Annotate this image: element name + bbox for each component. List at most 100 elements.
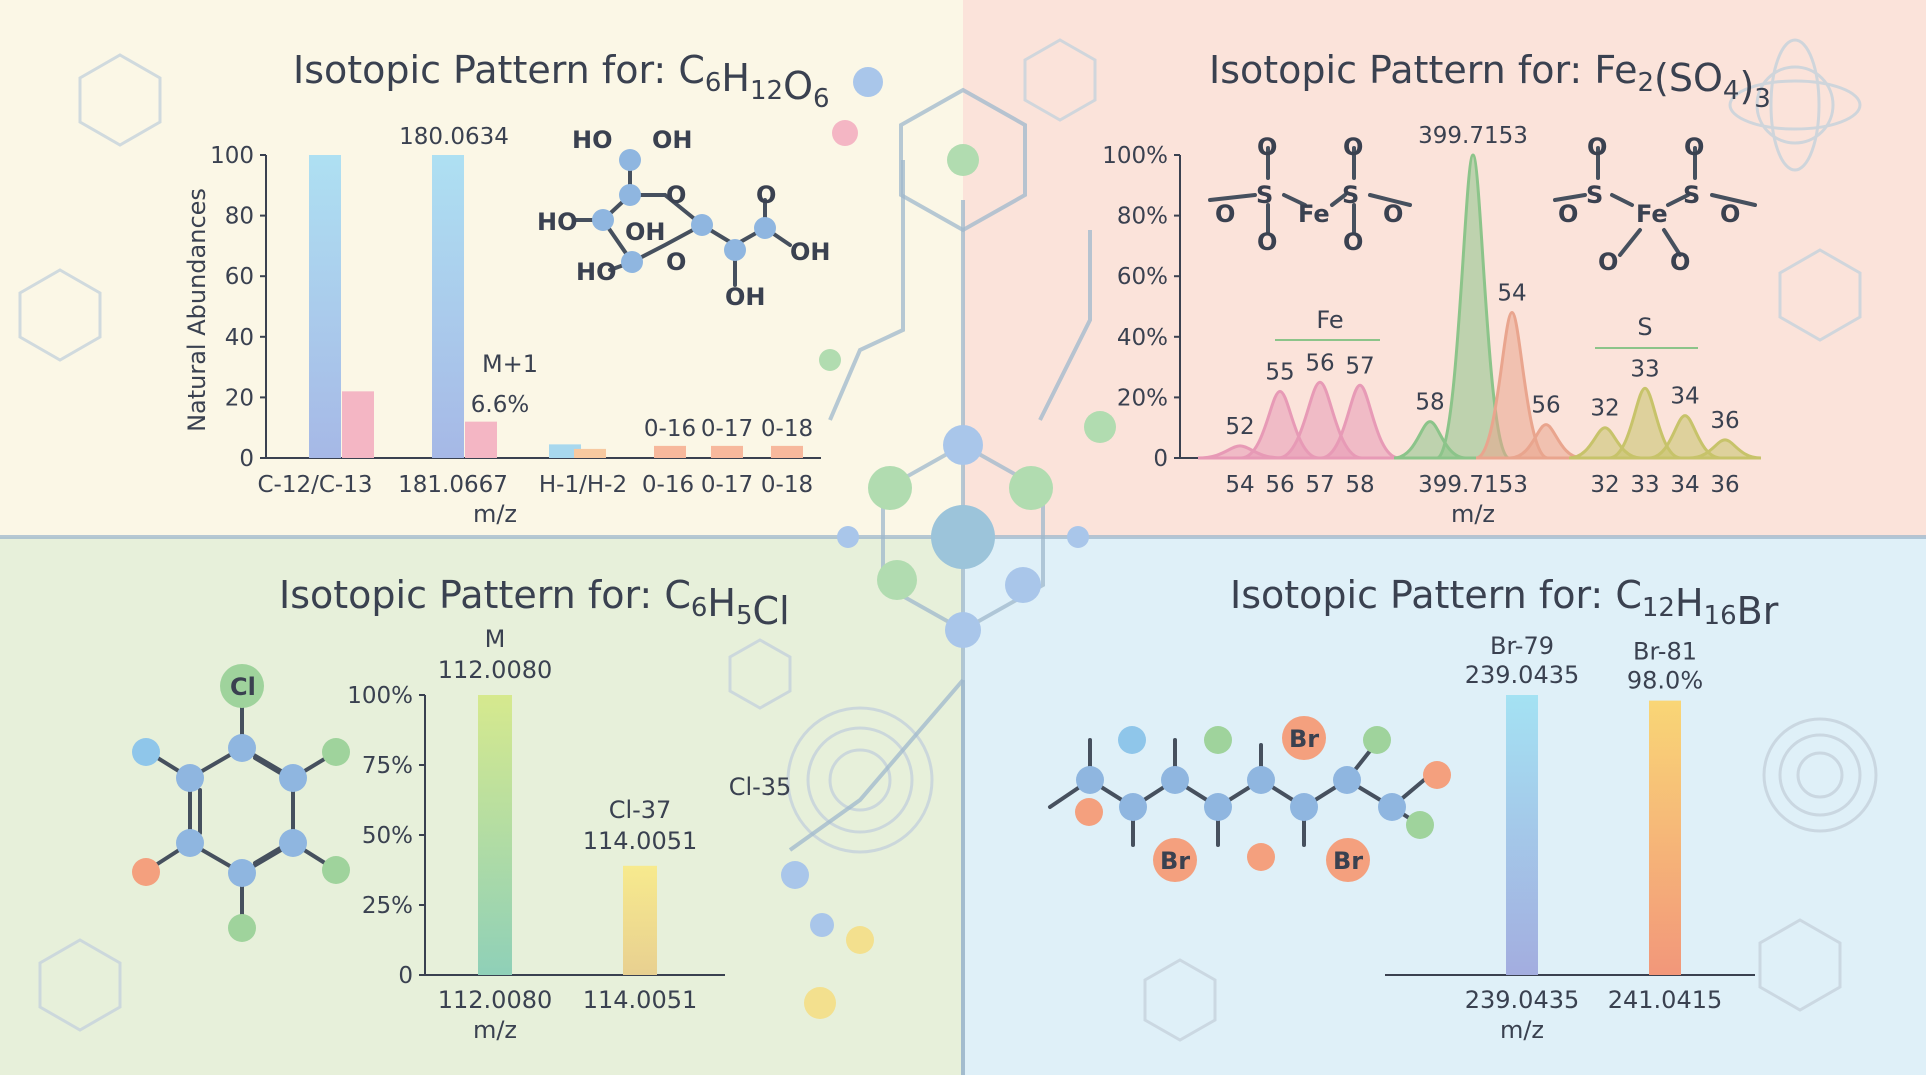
atom-node: [176, 829, 204, 857]
y-tick-label: 0: [1153, 446, 1168, 472]
atom-node: [1247, 766, 1275, 794]
bar-data-label: 0-16: [644, 416, 696, 442]
x-tick-label: 241.0415: [1608, 986, 1723, 1014]
atom-node: [1204, 726, 1232, 754]
bar: [623, 865, 657, 975]
atom-label: Fe: [1636, 200, 1668, 228]
formula-subscript: 12: [1642, 593, 1675, 623]
atom-label: O: [1343, 133, 1363, 161]
bar: [574, 448, 606, 458]
x-axis-label: m/z: [1451, 500, 1495, 528]
deco-node: [832, 120, 858, 146]
atom-label: O: [1257, 133, 1277, 161]
atom-node: [1247, 843, 1275, 871]
atom-label: S: [1683, 181, 1700, 209]
atom-node: [724, 239, 746, 261]
deco-node: [1084, 411, 1116, 443]
title-prefix: Isotopic Pattern for:: [293, 48, 678, 92]
y-tick-label: 25%: [362, 893, 413, 919]
bar-data-label: M+1: [482, 350, 538, 378]
atom-label: O: [756, 181, 776, 209]
atom-label: O: [666, 248, 686, 276]
atom-node: [322, 856, 350, 884]
bar: [1649, 700, 1681, 975]
y-tick-label: 0: [239, 446, 254, 472]
peak-label: 56: [1305, 350, 1334, 376]
bar: [342, 391, 374, 458]
atom-node: [592, 209, 614, 231]
x-axis-label: m/z: [1500, 1016, 1544, 1044]
panel-3-title: Isotopic Pattern for: C6H5Cl: [279, 573, 790, 633]
x-tick-label: 114.0051: [583, 986, 698, 1014]
bar-data-label: M: [485, 625, 506, 653]
formula-part: C: [1615, 573, 1642, 617]
peak-label: 54: [1497, 281, 1526, 307]
formula-part: H: [721, 56, 750, 100]
formula-part: (SO: [1654, 56, 1723, 100]
peak-label: 36: [1710, 408, 1739, 434]
formula-part: ): [1739, 64, 1754, 108]
atom-label: O: [1670, 248, 1690, 276]
peak-label: 34: [1670, 384, 1699, 410]
atom-label: O: [1383, 200, 1403, 228]
deco-node: [945, 612, 981, 648]
deco-node: [1009, 466, 1053, 510]
atom-node: [621, 251, 643, 273]
y-tick-label: 0: [398, 963, 413, 989]
y-tick-label: 50%: [362, 823, 413, 849]
bar: [465, 421, 497, 458]
bar-data-label: Br-81: [1633, 638, 1697, 666]
peak-label: 56: [1531, 393, 1560, 419]
formula-subscript: 6: [705, 68, 722, 98]
formula-subscript: 5: [736, 601, 753, 631]
bar-data-label: 0-18: [761, 416, 813, 442]
deco-node: [943, 425, 983, 465]
x-tick-label: 56: [1265, 472, 1294, 498]
deco-node: [804, 987, 836, 1019]
formula-part: H: [1675, 581, 1704, 625]
atom-label: HO: [576, 258, 617, 286]
bar: [1506, 695, 1538, 975]
y-tick-label: 60: [225, 264, 254, 290]
panel-3-molecule: Cl: [132, 664, 350, 942]
formula-part: H: [707, 581, 736, 625]
y-tick-label: 40: [225, 325, 254, 351]
formula-part: C: [678, 48, 705, 92]
atom-node: [691, 214, 713, 236]
peak: [1475, 311, 1549, 460]
deco-node: [931, 505, 995, 569]
peak: [1320, 383, 1400, 460]
atom-node: [279, 829, 307, 857]
bar-data-label: 114.0051: [583, 827, 698, 855]
atom-label: O: [1257, 228, 1277, 256]
x-tick-label: 32: [1590, 472, 1619, 498]
y-tick-label: 100: [210, 143, 254, 169]
bar: [711, 445, 743, 458]
panel-1-molecule: HO OH HO O OH O HO O OH OH: [537, 126, 831, 311]
y-tick-label: 100%: [347, 683, 413, 709]
x-tick-label: 58: [1345, 472, 1374, 498]
atom-label: S: [1342, 181, 1359, 209]
atom-node: [228, 914, 256, 942]
deco-node: [1067, 526, 1089, 548]
panel-1-chart: 0 20 40 60 80 100 Natural Abundances 180.0634 M+…: [183, 124, 821, 528]
bar: [654, 445, 686, 458]
x-tick-label: 0-18: [761, 472, 813, 498]
atom-node: [279, 764, 307, 792]
formula-subscript: 12: [750, 76, 783, 106]
deco-node: [810, 913, 834, 937]
atom-node: [1119, 793, 1147, 821]
atom-label: S: [1256, 181, 1273, 209]
formula-subscript: 6: [813, 84, 830, 114]
atom-label: O: [1684, 133, 1704, 161]
atom-node: [1118, 726, 1146, 754]
x-tick-label: 36: [1710, 472, 1739, 498]
panel-4-title: Isotopic Pattern for: C12H16Br: [1230, 573, 1779, 633]
deco-node: [853, 67, 883, 97]
atom-node: [132, 858, 160, 886]
atom-label: HO: [537, 208, 578, 236]
peak-label: 52: [1225, 414, 1254, 440]
x-tick-label: 399.7153: [1418, 472, 1528, 498]
bromine-atom: [1326, 838, 1370, 882]
formula-part: C: [664, 573, 691, 617]
